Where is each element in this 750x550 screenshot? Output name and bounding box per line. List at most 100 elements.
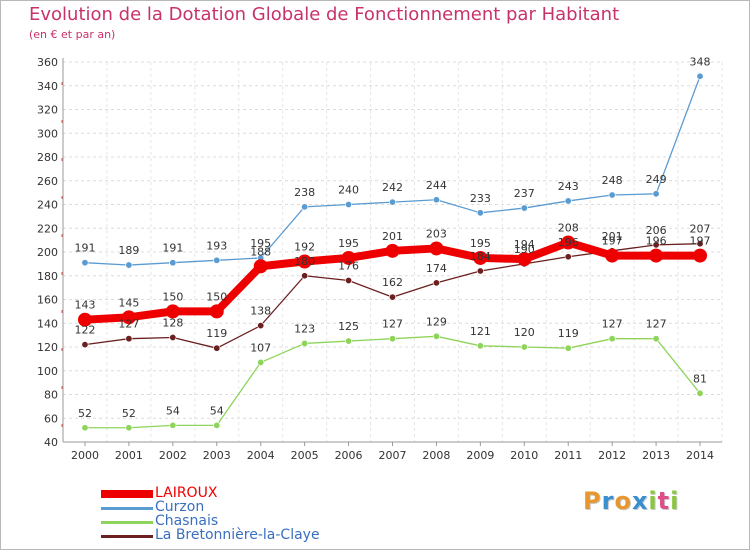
data-label: 122 [74, 324, 95, 337]
data-label: 54 [166, 404, 180, 417]
data-label: 129 [426, 315, 447, 328]
data-point [476, 342, 484, 350]
data-label: 196 [558, 236, 579, 249]
data-point [476, 209, 484, 217]
legend-label: Curzon [155, 499, 205, 515]
data-point [608, 191, 616, 199]
data-label: 121 [470, 325, 491, 338]
x-tick-label: 2014 [686, 449, 714, 462]
data-point [696, 72, 704, 80]
axes: 40 60 80 100 120 140 160 180 200 220 240 260 280 300 3… [37, 56, 722, 462]
y-tick-label: 120 [37, 341, 58, 354]
data-point [165, 304, 180, 319]
data-label: 193 [206, 239, 227, 252]
y-tick-label: 180 [37, 270, 58, 283]
data-point [432, 196, 440, 204]
data-point [341, 250, 356, 265]
data-label: 192 [294, 241, 315, 254]
data-point [125, 424, 133, 432]
data-label: 174 [426, 262, 447, 275]
x-tick-label: 2003 [203, 449, 231, 462]
x-tick-label: 2000 [71, 449, 99, 462]
data-point [696, 240, 704, 248]
data-label: 194 [514, 238, 535, 251]
y-tick-label: 320 [37, 104, 58, 117]
data-label: 195 [470, 237, 491, 250]
x-tick-label: 2008 [422, 449, 450, 462]
data-label: 240 [338, 184, 359, 197]
data-label: 238 [294, 186, 315, 199]
data-label: 162 [382, 276, 403, 289]
x-tick-label: 2006 [335, 449, 363, 462]
data-point [121, 310, 136, 325]
data-point [297, 254, 312, 269]
logo-letter: P [583, 487, 602, 515]
legend-swatch [101, 535, 153, 538]
data-label: 123 [294, 322, 315, 335]
chart-subtitle: (en € et par an) [29, 28, 116, 41]
data-label: 107 [250, 341, 271, 354]
data-point [520, 204, 528, 212]
x-tick-label: 2013 [642, 449, 670, 462]
data-label: 248 [602, 174, 623, 187]
y-tick-label: 140 [37, 317, 58, 330]
y-tick-label: 240 [37, 199, 58, 212]
legend-swatch [101, 507, 153, 510]
data-point [81, 424, 89, 432]
y-tick-label: 340 [37, 80, 58, 93]
data-label: 201 [602, 230, 623, 243]
data-label: 233 [470, 192, 491, 205]
data-label: 127 [118, 318, 139, 331]
data-label: 120 [514, 326, 535, 339]
y-tick-label: 100 [37, 365, 58, 378]
data-point [473, 250, 488, 265]
data-label: 52 [78, 407, 92, 420]
data-label: 54 [210, 404, 224, 417]
legend-swatch [101, 490, 153, 498]
logo-letter: i [670, 487, 680, 515]
logo-letter: i [648, 487, 658, 515]
data-label: 195 [338, 237, 359, 250]
data-point [696, 389, 704, 397]
data-point [81, 341, 89, 349]
data-label: 184 [470, 250, 491, 263]
y-tick-label: 60 [44, 412, 58, 425]
data-label: 203 [426, 227, 447, 240]
x-tick-label: 2005 [291, 449, 319, 462]
proxiti-logo: Proxiti [583, 487, 679, 515]
data-label: 242 [382, 181, 403, 194]
grid [62, 61, 723, 443]
x-tick-label: 2010 [510, 449, 538, 462]
data-point [257, 322, 265, 330]
data-point [345, 201, 353, 209]
data-label: 150 [162, 290, 183, 303]
y-tick-label: 280 [37, 151, 58, 164]
legend-label: LAIROUX [155, 485, 218, 501]
data-point [564, 253, 572, 261]
x-tick-label: 2012 [598, 449, 626, 462]
data-point [693, 248, 708, 263]
data-point [608, 335, 616, 343]
data-point [432, 332, 440, 340]
data-point [345, 276, 353, 284]
logo-letter: o [614, 487, 632, 515]
y-tick-label: 260 [37, 175, 58, 188]
x-tick-label: 2007 [379, 449, 407, 462]
data-point [652, 241, 660, 249]
data-point [649, 248, 664, 263]
data-point [429, 241, 444, 256]
data-point [213, 344, 221, 352]
data-label: 119 [206, 327, 227, 340]
data-point [169, 333, 177, 341]
data-label: 127 [646, 318, 667, 331]
data-label: 206 [646, 224, 667, 237]
data-label: 190 [514, 243, 535, 256]
data-point [561, 235, 576, 250]
data-label: 125 [338, 320, 359, 333]
data-point [301, 203, 309, 211]
data-point [385, 243, 400, 258]
x-tick-label: 2001 [115, 449, 143, 462]
data-point [388, 293, 396, 301]
data-label: 180 [294, 255, 315, 268]
